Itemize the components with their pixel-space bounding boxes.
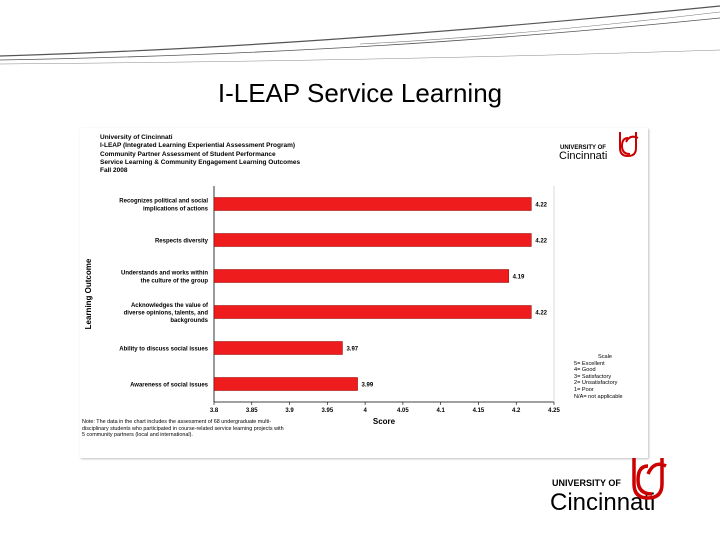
note-line: 5 community partners (local and internat… xyxy=(82,432,193,439)
note-line: disciplinary students who participated i… xyxy=(82,425,284,432)
uc-logo-small: UNIVERSITY OF Cincinnati xyxy=(559,132,639,162)
data-label: 3.99 xyxy=(362,383,374,389)
legend-title: Scale xyxy=(598,354,612,360)
logo-university-of: UNIVERSITY OF xyxy=(552,478,621,488)
y-axis-title: Learning Outcome xyxy=(84,258,93,329)
x-tick-label: 3.9 xyxy=(285,408,294,414)
category-label: Acknowledges the value of xyxy=(131,303,209,309)
data-label: 3.97 xyxy=(346,347,358,353)
chart-note: Note: The data in the chart includes the… xyxy=(82,419,362,439)
bar xyxy=(213,197,532,211)
legend-item: 2= Unsatisfactory xyxy=(574,380,618,387)
x-tick-label: 4.1 xyxy=(436,408,445,414)
x-tick-label: 4.15 xyxy=(473,408,485,414)
category-label: the culture of the group xyxy=(141,278,209,284)
legend-item: 5= Excellent xyxy=(574,360,605,367)
chart-header-line: Community Partner Assessment of Student … xyxy=(100,150,276,158)
category-label: Recognizes political and social xyxy=(119,199,208,205)
slide-title: I-LEAP Service Learning xyxy=(217,78,503,108)
x-tick-label: 4.25 xyxy=(548,408,560,414)
uc-monogram-icon xyxy=(619,132,639,158)
bar xyxy=(213,233,532,247)
logo-cincinnati: Cincinnati xyxy=(559,150,607,162)
x-tick-label: 4.05 xyxy=(397,408,409,414)
x-tick-label: 3.8 xyxy=(210,408,219,414)
legend-item: 3= Satisfactory xyxy=(574,373,612,380)
category-label: implications of actions xyxy=(143,206,209,212)
chart-panel: University of Cincinnati I-LEAP (Integra… xyxy=(80,128,648,458)
chart-header: University of Cincinnati I-LEAP (Integra… xyxy=(100,134,300,175)
chart-header-line: Fall 2008 xyxy=(100,167,128,175)
logo-cincinnati: Cincinnati xyxy=(550,489,655,516)
bar xyxy=(213,377,358,391)
bar xyxy=(213,305,532,319)
header-swoosh xyxy=(0,5,720,65)
chart-header-line: Service Learning & Community Engagement … xyxy=(100,158,301,166)
bar xyxy=(213,341,343,355)
x-tick-label: 3.85 xyxy=(246,408,258,414)
category-label: Awareness of social issues xyxy=(130,383,209,389)
data-label: 4.22 xyxy=(535,311,547,317)
category-label: Ability to discuss social issues xyxy=(119,347,208,353)
legend: Scale 5= Excellent 4= Good 3= Satisfacto… xyxy=(574,354,636,400)
uc-logo-large: UNIVERSITY OF Cincinnati xyxy=(550,458,667,516)
chart-header-line: I-LEAP (Integrated Learning Experiential… xyxy=(100,142,296,150)
note-line: Note: The data in the chart includes the… xyxy=(82,419,271,425)
uc-monogram-icon xyxy=(632,458,667,500)
chart-svg: 4.22 Recognizes political and socialimpli… xyxy=(84,186,560,426)
category-label: Understands and works within xyxy=(121,271,208,277)
x-axis-title: Score xyxy=(373,417,396,426)
logo-university-of: UNIVERSITY OF xyxy=(560,145,606,151)
x-tick-label: 4 xyxy=(363,408,367,414)
chart-header-line: University of Cincinnati xyxy=(100,134,173,141)
legend-item: 1= Poor xyxy=(574,386,594,393)
category-label: backgrounds xyxy=(170,318,208,324)
bar xyxy=(213,269,509,283)
data-label: 4.22 xyxy=(535,239,547,245)
legend-item: 4= Good xyxy=(574,367,596,374)
data-label: 4.19 xyxy=(513,275,525,281)
category-label: Respects diversity xyxy=(155,239,209,245)
x-tick-label: 4.2 xyxy=(512,408,521,414)
data-label: 4.22 xyxy=(535,203,547,209)
category-label: diverse opinions, talents, and xyxy=(124,311,209,317)
x-tick-label: 3.95 xyxy=(321,408,333,414)
legend-item: N/A= not applicable xyxy=(574,393,623,400)
